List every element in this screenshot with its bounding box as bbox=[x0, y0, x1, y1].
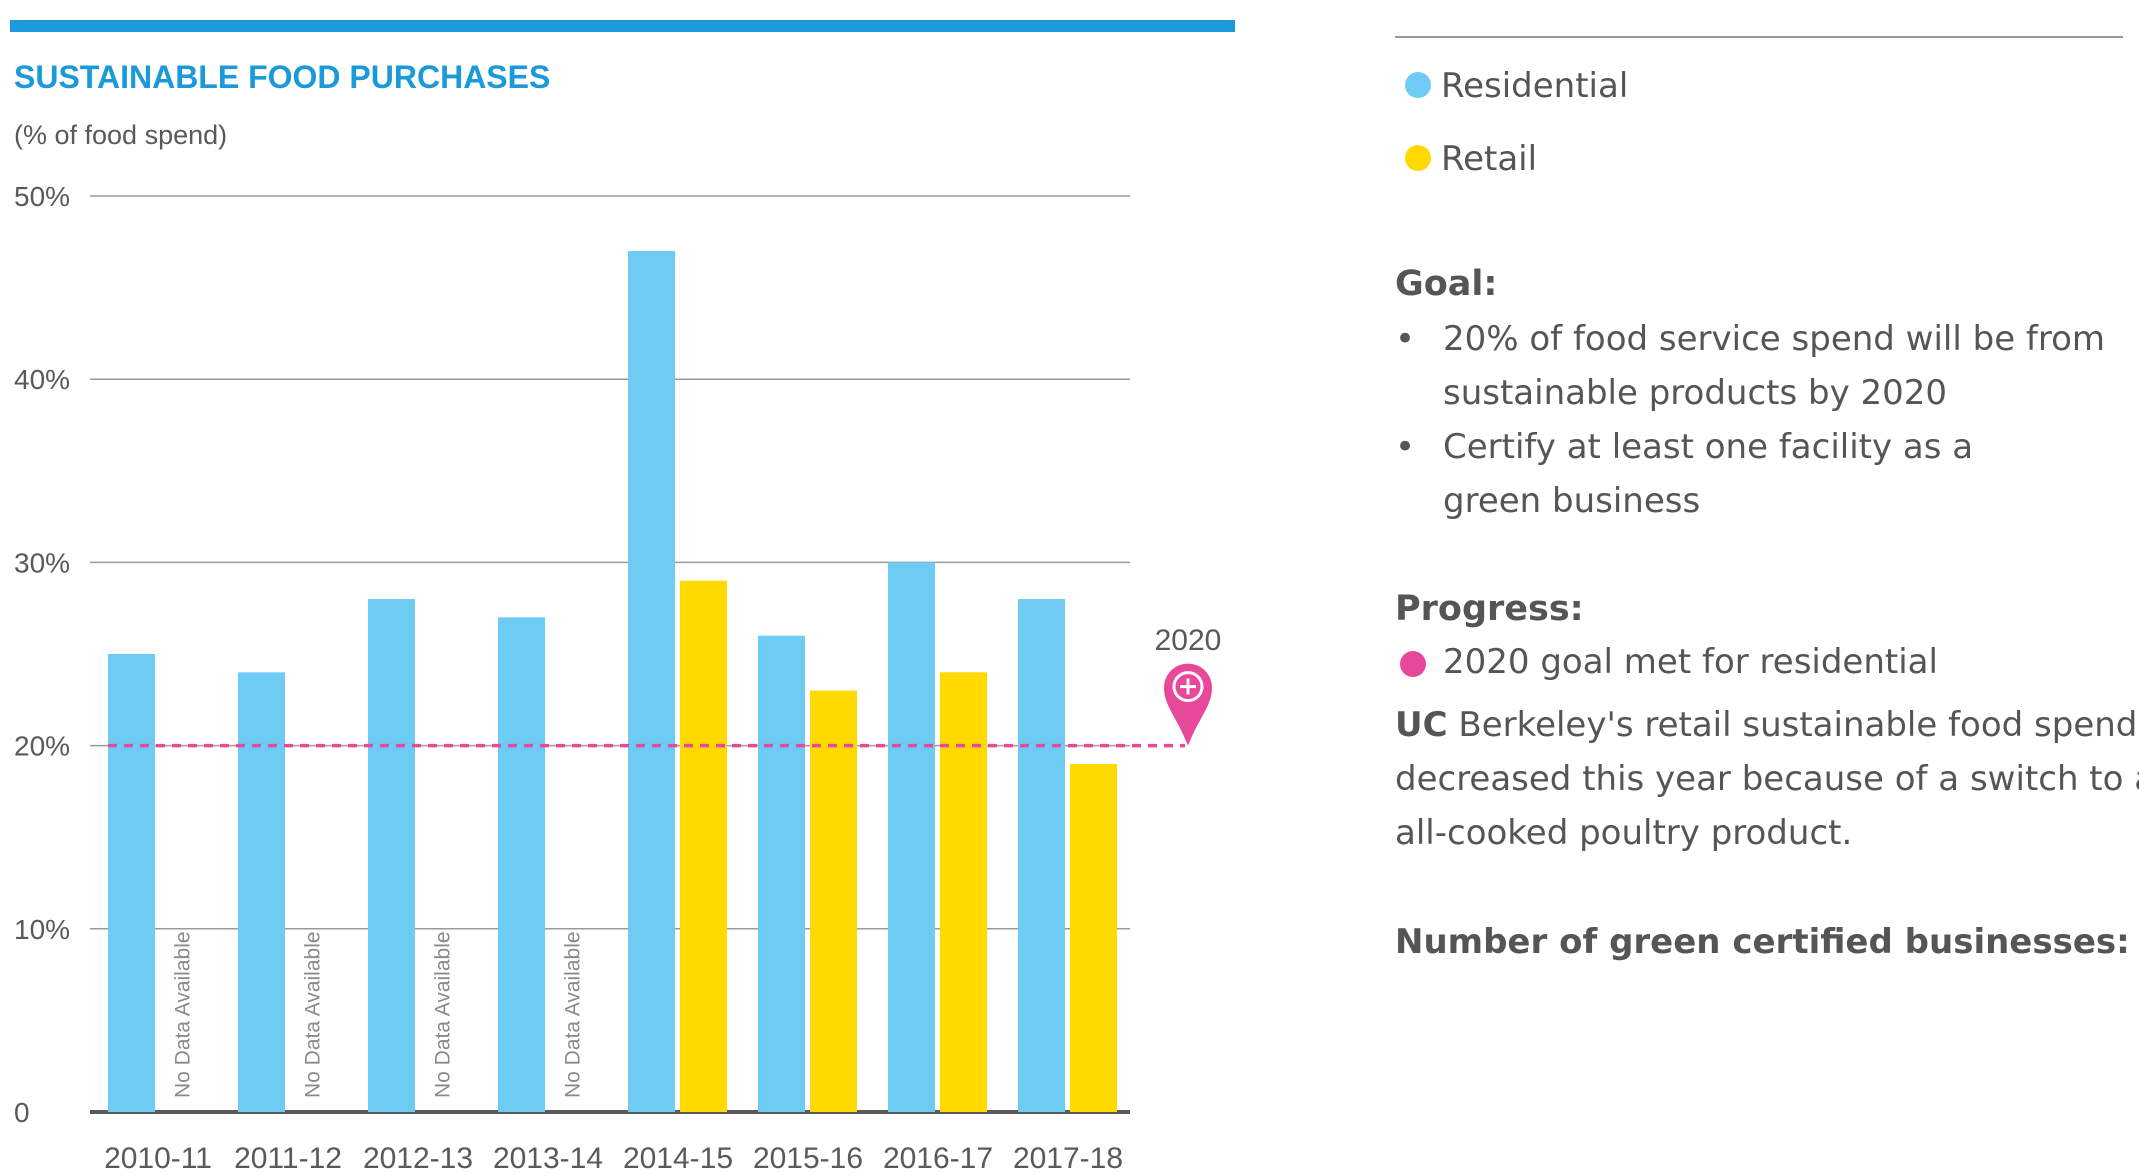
no-data-label: No Data Available bbox=[432, 931, 455, 1098]
x-tick-label: 2011-12 bbox=[234, 1142, 342, 1175]
y-tick-label: 20% bbox=[14, 731, 70, 762]
x-tick-label: 2014-15 bbox=[623, 1142, 733, 1175]
x-tick-label: 2015-16 bbox=[753, 1142, 863, 1175]
x-tick-label: 2017-18 bbox=[1013, 1142, 1123, 1175]
progress-note-line-3: all-cooked poultry product. bbox=[1395, 813, 1853, 853]
chart-title: SUSTAINABLE FOOD PURCHASES bbox=[14, 59, 550, 95]
bullet-marker: • bbox=[1395, 427, 1416, 467]
pin-circle bbox=[1172, 671, 1204, 703]
y-tick-label: 50% bbox=[14, 181, 70, 212]
progress-heading: Progress: bbox=[1395, 589, 1584, 629]
no-data-label: No Data Available bbox=[172, 931, 195, 1098]
map-pin-plus-icon bbox=[1164, 663, 1212, 746]
goal-bullet-2-line-1: Certify at least one facility as a bbox=[1443, 427, 1974, 467]
certified-label: Number of green certified businesses: bbox=[1395, 922, 2130, 962]
bar-residential bbox=[758, 635, 805, 1112]
residential-swatch bbox=[1405, 72, 1431, 98]
goal-label: 2020 bbox=[1155, 624, 1222, 657]
chart-subtitle: (% of food spend) bbox=[14, 120, 227, 150]
labels: 0 10% 20% 30% 40% 50% No Data Available 2010-11… bbox=[14, 181, 1221, 1175]
chart: SUSTAINABLE FOOD PURCHASES (% of food sp… bbox=[10, 20, 1235, 1175]
y-tick-label: 30% bbox=[14, 547, 70, 578]
y-tick-label: 10% bbox=[14, 914, 70, 945]
bar-retail bbox=[1070, 763, 1117, 1112]
legend-residential-label: Residential bbox=[1441, 66, 1629, 106]
certified-count: Number of green certified businesses: 6 bbox=[1395, 922, 2139, 962]
bar-residential bbox=[498, 617, 545, 1112]
goal-bullet-1-line-1: 20% of food service spend will be from bbox=[1443, 319, 2106, 359]
progress-item: 2020 goal met for residential bbox=[1443, 642, 1938, 682]
bar-retail bbox=[810, 690, 857, 1112]
bar-residential bbox=[888, 562, 935, 1112]
goal-bullet-2-line-2: green business bbox=[1443, 481, 1701, 521]
progress-note-line-2: decreased this year because of a switch … bbox=[1395, 759, 2139, 799]
progress-note-line-1: UC Berkeley's retail sustainable food sp… bbox=[1395, 705, 2139, 745]
goal-bullet-1-line-2: sustainable products by 2020 bbox=[1443, 373, 1948, 413]
no-data-label: No Data Available bbox=[302, 931, 325, 1098]
legend-retail-label: Retail bbox=[1441, 139, 1538, 179]
x-tick-label: 2012-13 bbox=[363, 1142, 473, 1175]
bar-residential bbox=[368, 599, 415, 1112]
retail-swatch bbox=[1405, 145, 1431, 171]
bullet-marker: • bbox=[1395, 319, 1416, 359]
pin-shape bbox=[1164, 663, 1212, 746]
progress-note-bold: UC bbox=[1395, 705, 1448, 745]
bar-residential bbox=[108, 654, 155, 1112]
y-tick-label: 40% bbox=[14, 364, 70, 395]
no-data-label: No Data Available bbox=[562, 931, 585, 1098]
progress-note-text-1: Berkeley's retail sustainable food spend… bbox=[1447, 705, 2139, 745]
y-tick-label: 0 bbox=[14, 1097, 30, 1128]
bar-retail bbox=[940, 672, 987, 1112]
x-tick-label: 2016-17 bbox=[883, 1142, 993, 1175]
bar-residential bbox=[238, 672, 285, 1112]
goal-heading: Goal: bbox=[1395, 264, 1498, 304]
bars bbox=[108, 250, 1117, 1112]
bar-residential bbox=[628, 250, 675, 1112]
bar-retail bbox=[680, 580, 727, 1112]
legend-divider bbox=[1395, 36, 2123, 38]
x-tick-label: 2013-14 bbox=[493, 1142, 603, 1175]
progress-marker-dot bbox=[1400, 651, 1426, 677]
bar-residential bbox=[1018, 599, 1065, 1112]
x-tick-label: 2010-11 bbox=[104, 1142, 212, 1175]
title-accent-bar bbox=[10, 20, 1235, 32]
